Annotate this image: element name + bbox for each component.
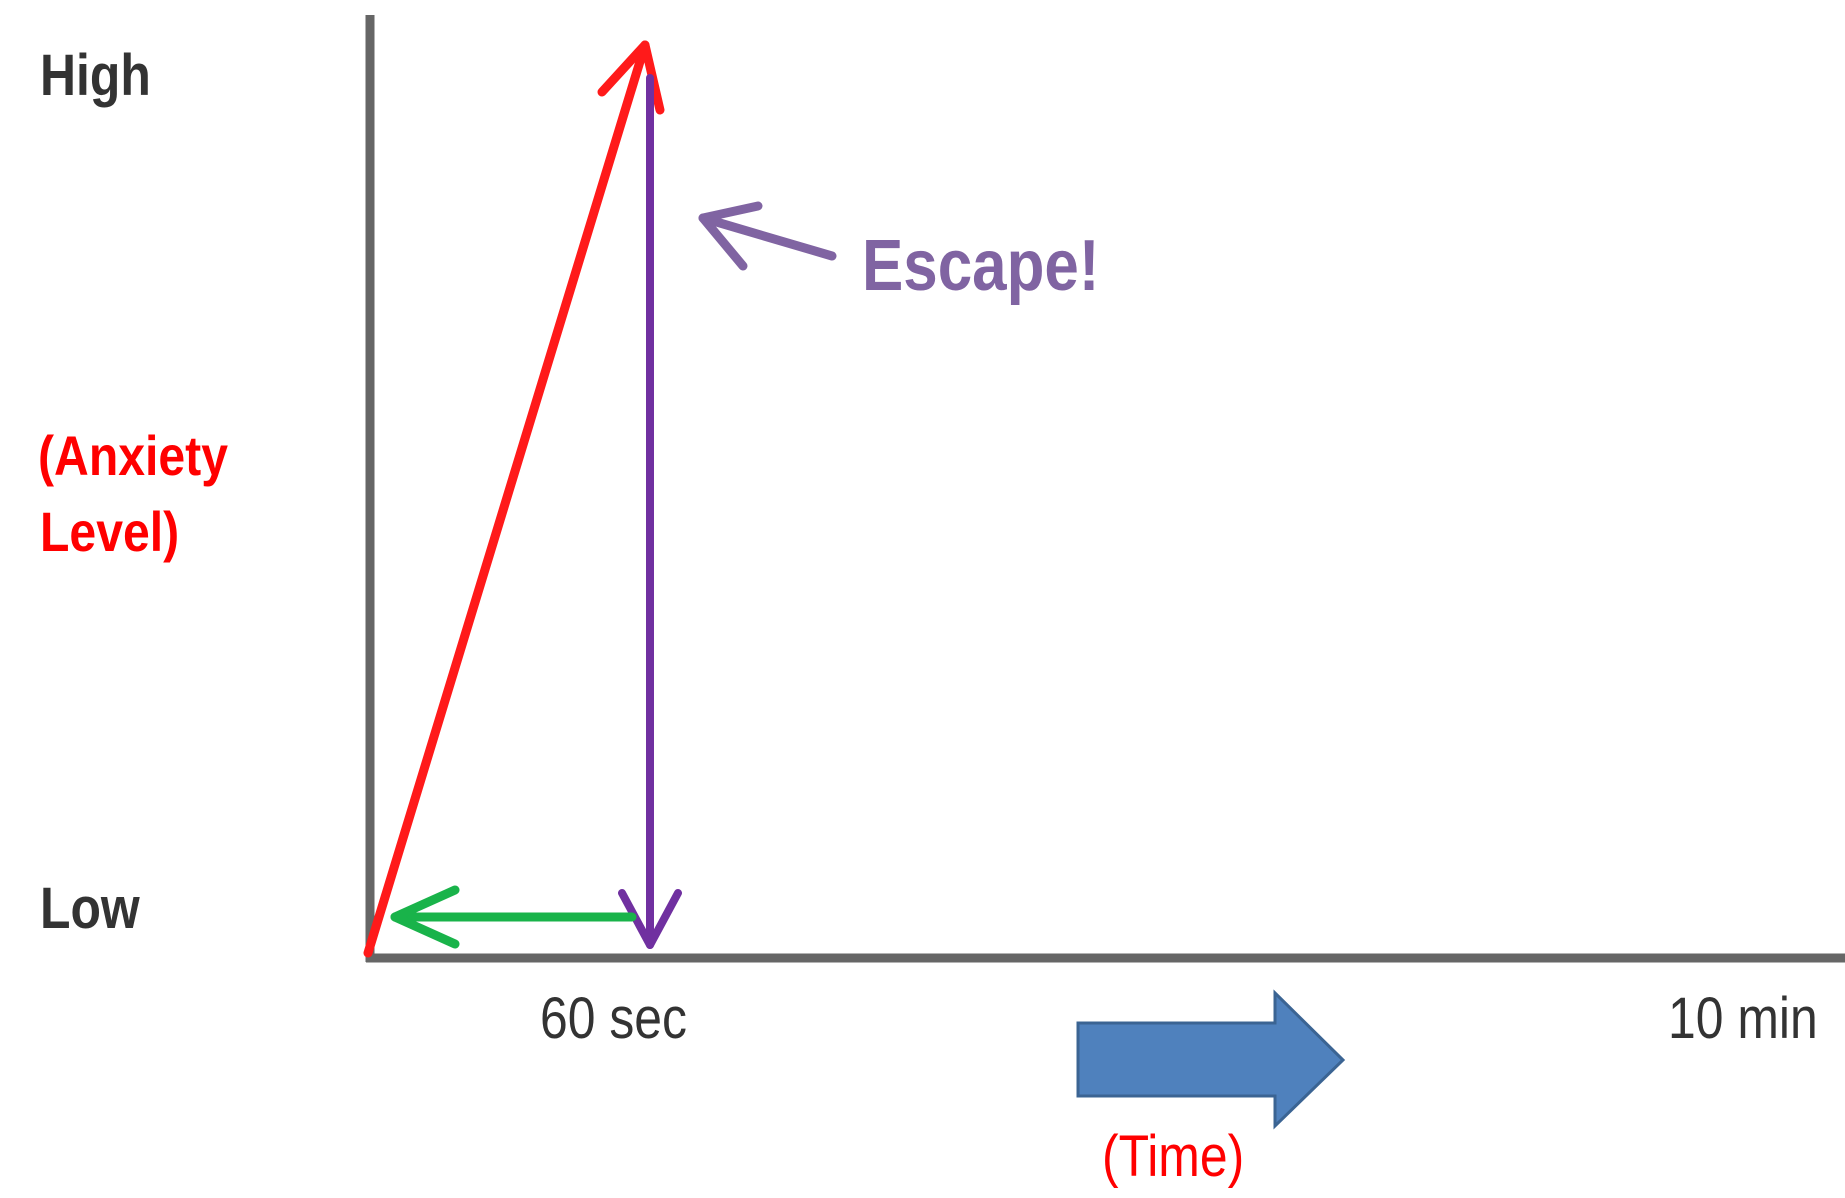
y-axis-low-label: Low	[40, 876, 140, 941]
x-tick-10-min: 10 min	[1668, 986, 1818, 1051]
time-direction-arrow	[1076, 989, 1346, 1130]
x-axis-title: (Time)	[1102, 1124, 1245, 1189]
escape-drop-arrow	[618, 74, 682, 949]
y-axis-title-line2: Level)	[40, 500, 180, 563]
anxiety-rise-arrow	[363, 40, 665, 958]
y-axis-title-line1: (Anxiety	[38, 424, 229, 487]
escape-pointer-arrow	[698, 201, 837, 271]
y-axis-high-label: High	[40, 43, 151, 108]
return-arrow	[390, 885, 637, 949]
escape-annotation: Escape!	[862, 226, 1100, 306]
x-tick-60-sec: 60 sec	[540, 986, 687, 1051]
